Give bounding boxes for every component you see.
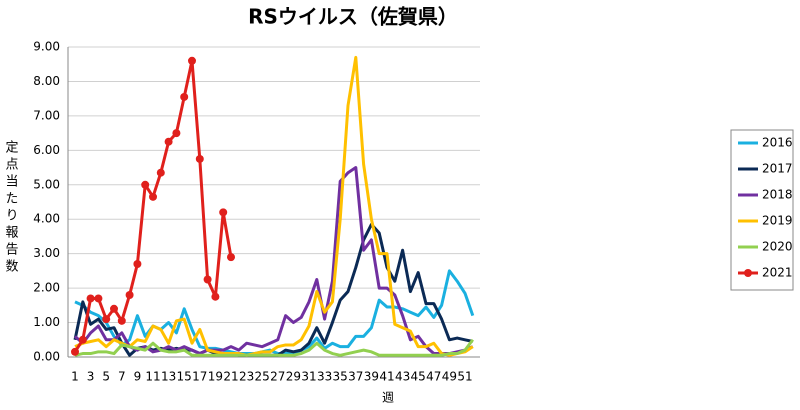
- x-tick-label: 45: [411, 370, 426, 384]
- y-tick-label: 5.00: [33, 177, 60, 191]
- series-marker: [156, 168, 165, 177]
- legend-box: [730, 129, 794, 291]
- x-tick-label: 7: [118, 370, 126, 384]
- y-tick-label: 0.00: [33, 350, 60, 364]
- series-line: [74, 338, 474, 357]
- legend-label: 2016: [762, 136, 793, 150]
- series-marker: [102, 315, 111, 324]
- legend-label: 2021: [762, 266, 793, 280]
- series-marker: [110, 304, 118, 313]
- x-tick-label: 13: [161, 370, 176, 384]
- series-marker: [227, 253, 235, 262]
- x-tick-label: 47: [426, 370, 441, 384]
- series-line: [73, 59, 233, 353]
- x-tick-label: 37: [348, 370, 363, 384]
- x-tick-label: 27: [270, 370, 285, 384]
- x-tick-label: 5: [102, 370, 110, 384]
- series-marker: [149, 192, 157, 201]
- x-tick-label: 1: [71, 370, 79, 384]
- series-marker: [125, 291, 134, 299]
- series-marker: [94, 294, 103, 303]
- x-tick-label: 21: [223, 370, 238, 384]
- x-axis-label: 週: [382, 391, 394, 405]
- y-axis-label: 定点当たり報告数: [3, 140, 19, 276]
- x-tick-label: 19: [208, 370, 223, 384]
- x-tick-label: 51: [457, 370, 472, 384]
- legend-marker: [744, 269, 752, 277]
- legend-label: 2020: [762, 240, 793, 254]
- series-marker: [172, 129, 181, 138]
- y-tick-label: 3.00: [33, 246, 60, 260]
- x-tick-label: 15: [177, 370, 192, 384]
- series-marker: [211, 292, 220, 301]
- series-marker: [133, 260, 142, 268]
- x-tick-label: 9: [134, 370, 142, 384]
- series-marker: [71, 347, 79, 356]
- series-marker: [203, 275, 212, 284]
- x-tick-label: 17: [192, 370, 207, 384]
- x-tick-label: 49: [442, 370, 457, 384]
- series-marker: [195, 154, 204, 163]
- legend-label: 2018: [762, 188, 793, 202]
- series-marker: [86, 294, 95, 303]
- x-tick-label: 43: [395, 370, 410, 384]
- x-tick-label: 35: [333, 370, 348, 384]
- x-tick-label: 33: [317, 370, 332, 384]
- series-line: [74, 55, 474, 357]
- series-line: [74, 269, 475, 356]
- x-tick-label: 29: [286, 370, 301, 384]
- x-tick-label: 11: [145, 370, 160, 384]
- series-marker: [78, 335, 87, 344]
- chart-title: RSウイルス（佐賀県）: [248, 5, 458, 29]
- series-marker: [219, 208, 228, 217]
- series-marker: [117, 316, 126, 325]
- y-tick-label: 9.00: [33, 40, 60, 54]
- x-tick-label: 3: [87, 370, 95, 384]
- y-tick-label: 7.00: [33, 108, 60, 122]
- series-marker: [164, 137, 173, 146]
- y-tick-label: 2.00: [33, 281, 60, 295]
- x-tick-label: 25: [255, 370, 270, 384]
- series-marker: [180, 92, 189, 101]
- x-tick-label: 41: [379, 370, 394, 384]
- series-marker: [188, 56, 196, 65]
- y-tick-label: 8.00: [33, 74, 60, 88]
- series-marker: [141, 180, 150, 189]
- y-tick-label: 6.00: [33, 143, 60, 157]
- legend-label: 2017: [762, 162, 793, 176]
- x-tick-label: 31: [301, 370, 316, 384]
- x-tick-label: 23: [239, 370, 254, 384]
- x-tick-label: 39: [364, 370, 379, 384]
- y-tick-label: 1.00: [33, 315, 60, 329]
- legend-label: 2019: [762, 214, 793, 228]
- y-tick-label: 4.00: [33, 212, 60, 226]
